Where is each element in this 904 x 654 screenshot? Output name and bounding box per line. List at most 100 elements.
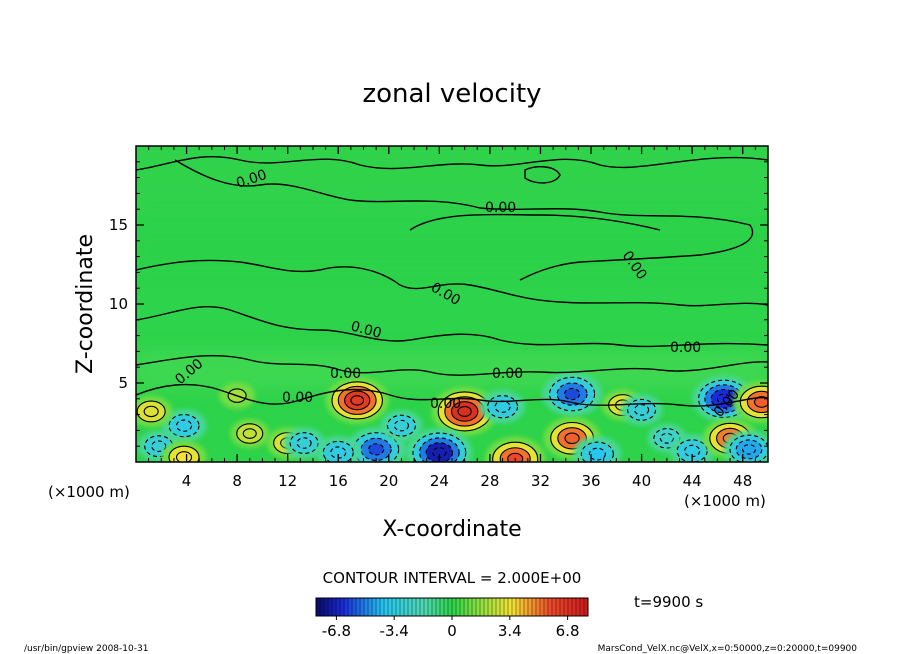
- cell-blob: [136, 395, 173, 428]
- y-axis-title: Z-coordinate: [73, 234, 98, 374]
- x-tick-label: 16: [329, 472, 348, 490]
- footer-left: /usr/bin/gpview 2008-10-31: [24, 644, 148, 654]
- cell-blob: [161, 408, 207, 443]
- cell-contour: [344, 390, 371, 411]
- cell-band: [144, 406, 159, 417]
- contour-line: [136, 259, 768, 307]
- contour-label: 0.00: [485, 200, 516, 216]
- cell-contour: [168, 445, 200, 462]
- cell-blob: [406, 428, 473, 462]
- footer-right: MarsCond_VelX.nc@VelX,x=0:50000,z=0:2000…: [598, 644, 858, 654]
- cell-contour: [588, 447, 606, 461]
- cell-contour: [168, 414, 200, 438]
- cell-contour: [659, 432, 674, 444]
- colorbar-stripes: [319, 598, 585, 616]
- cell-band: [634, 404, 649, 416]
- colorbar-tick-label: -3.4: [380, 622, 409, 640]
- cell-contour: [556, 382, 588, 406]
- cell-contour: [368, 443, 385, 456]
- cell-blob: [325, 377, 389, 424]
- cell-contour: [742, 444, 756, 455]
- cell-blob: [380, 410, 423, 442]
- x-tick-label: 36: [581, 472, 600, 490]
- cell-contour: [627, 398, 657, 421]
- cell-band: [754, 396, 768, 408]
- contour-label: 0.00: [670, 340, 701, 356]
- cell-blob: [733, 380, 768, 424]
- cell-band: [589, 448, 606, 460]
- cell-contour: [289, 432, 319, 454]
- cell-contour: [419, 437, 460, 462]
- x-tick-label: 20: [379, 472, 398, 490]
- contour-line: [136, 355, 768, 376]
- cell-blob: [230, 419, 270, 449]
- x-tick-label: 40: [632, 472, 651, 490]
- cell-band: [350, 395, 364, 406]
- x-tick-label: 32: [531, 472, 550, 490]
- cell-contour: [143, 405, 159, 418]
- contour-label: 0.00: [282, 390, 313, 406]
- cell-band: [458, 406, 472, 417]
- x-axis-title: X-coordinate: [382, 517, 521, 542]
- x-unit-label-left: (×1000 m): [48, 483, 130, 501]
- x-unit-label-right: (×1000 m): [684, 492, 766, 510]
- cell-contour: [425, 442, 454, 462]
- contour-line: [409, 213, 661, 231]
- y-tick-label: 10: [109, 295, 128, 313]
- cell-contour: [136, 400, 166, 423]
- cell-blob: [692, 375, 756, 423]
- cell-band: [432, 447, 446, 458]
- cell-band: [564, 388, 580, 400]
- cell-contour: [507, 452, 524, 462]
- cell-band: [176, 451, 192, 462]
- cell-contour: [634, 404, 650, 416]
- colorbar: -6.8 -3.4 0 3.4 6.8: [315, 597, 589, 640]
- cell-band: [151, 441, 166, 452]
- cell-contour: [175, 451, 193, 462]
- cell-band: [717, 394, 731, 404]
- cell-band: [176, 420, 192, 432]
- cell-contour: [735, 439, 763, 460]
- colorbar-tick-label: 6.8: [556, 622, 580, 640]
- colorbar-tick-label: 0: [447, 622, 457, 640]
- contour-interval-label: CONTOUR INTERVAL = 2.000E+00: [323, 569, 582, 587]
- contour-label: 0.00: [430, 396, 461, 412]
- x-tick-label: 24: [430, 472, 449, 490]
- cell-band: [660, 433, 674, 444]
- cell-blob: [283, 427, 326, 459]
- x-tick-label: 4: [182, 472, 192, 490]
- contour-line: [524, 166, 561, 184]
- cell-band: [495, 401, 511, 413]
- contour-line: [136, 383, 768, 407]
- y-tick-label: 5: [118, 374, 128, 392]
- cell-contour: [676, 439, 708, 462]
- cell-blob: [480, 390, 526, 424]
- cell-band: [394, 420, 409, 431]
- cell-contour: [360, 437, 392, 462]
- x-tick-label: 44: [683, 472, 702, 490]
- chart-title: zonal velocity: [362, 79, 541, 109]
- colorbar-tick-label: -6.8: [322, 622, 351, 640]
- x-tick-label: 12: [278, 472, 297, 490]
- x-axis: 4 8 12 16 20 24 28 32 36 40 44 48: [148, 146, 756, 490]
- cell-band: [243, 428, 257, 439]
- cell-band: [684, 445, 700, 457]
- cell-band: [368, 443, 384, 455]
- x-tick-label: 28: [480, 472, 499, 490]
- cell-contour: [337, 385, 377, 415]
- cell-contour: [729, 434, 768, 462]
- cell-contour: [227, 388, 247, 403]
- y-tick-label: 15: [109, 216, 128, 234]
- plot-area: 0.00 0.00 0.00 0.00 0.00 0.00 0.00 0.00 …: [136, 146, 768, 462]
- colorbar-ticks: -6.8 -3.4 0 3.4 6.8: [322, 616, 580, 640]
- x-tick-label: 48: [733, 472, 752, 490]
- cell-contour: [492, 441, 539, 462]
- cell-contour: [393, 419, 409, 432]
- cell-contour: [350, 395, 365, 406]
- contour-label: 0.00: [349, 318, 383, 342]
- cell-blob: [542, 371, 603, 417]
- cell-contour: [175, 419, 193, 432]
- cell-contour: [704, 384, 744, 414]
- cell-contour: [353, 432, 400, 462]
- cell-blob: [485, 436, 546, 462]
